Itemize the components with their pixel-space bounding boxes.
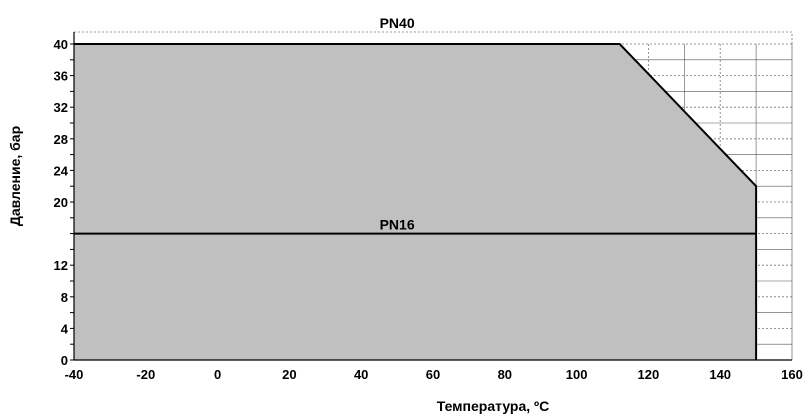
series-areas (74, 44, 757, 360)
y-tick-label: 32 (54, 100, 68, 115)
x-tick-label: 20 (282, 367, 296, 382)
x-tick-label: 100 (566, 367, 588, 382)
y-tick-label: 12 (54, 258, 68, 273)
series-labels: PN40 PN16 (380, 15, 415, 233)
x-tick-label: -20 (136, 367, 155, 382)
series-label-pn40: PN40 (380, 15, 415, 31)
x-tick-label: 160 (781, 367, 803, 382)
y-tick-label: 36 (54, 69, 68, 84)
axes (70, 32, 792, 361)
series-label-pn16: PN16 (380, 217, 415, 233)
y-tick-label: 28 (54, 132, 68, 147)
y-tick-label: 0 (61, 353, 68, 368)
y-tick-label: 4 (61, 321, 69, 336)
series-lines (74, 43, 758, 360)
y-axis-title: Давление, бар (7, 126, 23, 226)
x-axis-title: Температура, ºС (437, 398, 550, 414)
x-tick-label: 0 (214, 367, 221, 382)
x-tick-labels: -40 -20 0 20 40 60 80 100 120 140 160 (65, 367, 803, 382)
x-tick-label: 80 (498, 367, 512, 382)
x-tick-label: 140 (709, 367, 731, 382)
y-tick-labels: 0 4 8 12 20 24 28 32 36 40 (54, 37, 69, 368)
series-line-pn40 (74, 43, 758, 360)
x-tick-label: 40 (354, 367, 368, 382)
y-tick-label: 8 (61, 290, 68, 305)
x-tick-label: 60 (426, 367, 440, 382)
y-tick-label: 40 (54, 37, 68, 52)
y-tick-label: 24 (54, 163, 69, 178)
x-tick-label: 120 (638, 367, 660, 382)
y-tick-label: 20 (54, 195, 68, 210)
x-tick-label: -40 (65, 367, 84, 382)
series-area-pn40 (74, 44, 757, 360)
